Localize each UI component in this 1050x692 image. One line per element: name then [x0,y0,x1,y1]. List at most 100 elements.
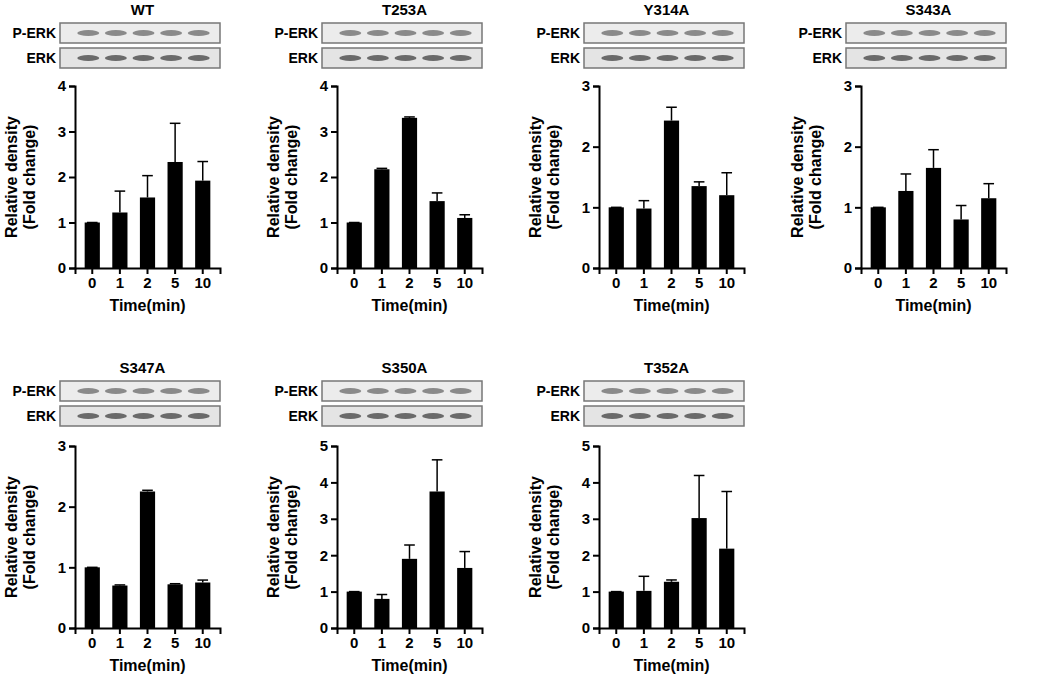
blot-label: P-ERK [274,25,318,41]
y-tick: 3 [58,123,75,140]
y-tick-mark [593,146,599,148]
x-tick-label: 2 [667,274,675,291]
error-stem [933,150,935,168]
error-bar [721,173,732,195]
error-cap [611,591,622,593]
y-axis-title: (Fold change) [807,125,824,230]
y-tick-label: 3 [58,123,66,140]
y-tick-label: 3 [844,77,852,94]
axis-line [69,87,76,269]
error-cap [197,579,208,581]
error-stem [698,475,700,518]
error-stem [988,184,990,199]
y-tick: 2 [582,547,599,564]
blot-band [891,55,913,61]
x-tick: 1 [378,628,386,651]
y-axis: 01234 [320,77,338,276]
y-axis-title: Relative density [265,116,282,238]
y-tick-mark [331,222,337,224]
error-bar [115,191,126,212]
error-stem [409,545,411,559]
y-tick-label: 4 [320,77,329,94]
x-tick-label: 5 [695,634,703,651]
x-tick: 2 [405,628,413,651]
blot-band [339,388,361,394]
y-tick-label: 4 [582,474,591,491]
blot-band [395,388,417,394]
y-tick-label: 0 [320,259,328,276]
y-tick-label: 2 [320,168,328,185]
y-axis-title: (Fold change) [545,485,562,590]
blot-band [422,55,444,61]
y-tick-mark [69,86,75,88]
x-tick-label: 5 [695,274,703,291]
error-stem [174,123,176,162]
bar [112,586,127,628]
error-bar [639,201,650,209]
blot-band [657,388,679,394]
blot-band [657,30,679,36]
bar [871,207,886,268]
error-bar [142,176,153,198]
blot-band [657,413,679,419]
blot-label: P-ERK [798,25,842,41]
y-tick-mark [331,555,337,557]
error-stem [643,576,645,591]
panel-title: WT [131,1,154,18]
blot-label: ERK [26,50,56,66]
x-axis-title: Time(min) [633,657,709,674]
error-stem [726,492,728,549]
bar [140,492,155,629]
x-tick-label: 0 [88,274,96,291]
x-axis-title: Time(min) [371,297,447,314]
x-tick: 5 [957,268,965,291]
error-bar [377,595,388,599]
x-tick-label: 2 [405,274,413,291]
y-tick-mark [331,482,337,484]
y-tick-label: 2 [582,138,590,155]
error-stem [464,552,466,568]
blot-band [629,55,651,61]
bar [609,592,624,628]
y-tick: 1 [582,199,599,216]
blot-box [322,48,482,68]
y-tick: 3 [582,510,599,527]
x-axis-title: Time(min) [895,297,971,314]
panel: T352AP-ERKERK012345012510Time(min)Relati… [527,359,745,674]
error-bar [87,567,98,568]
blot-band [974,30,996,36]
panel: T253AP-ERKERK01234012510Time(min)Relativ… [265,1,483,314]
error-cap [459,551,470,553]
blot-band [712,30,734,36]
panel-title: Y314A [644,1,690,18]
y-axis: 01234 [58,77,76,276]
blot-band [863,30,885,36]
axis-line [69,447,76,629]
error-cap [956,205,967,207]
x-tick-label: 10 [456,274,473,291]
panel: S347AP-ERKERK0123012510Time(min)Relative… [3,359,221,674]
panel-title: T253A [382,1,427,18]
plot-area [85,123,211,268]
x-tick: 1 [640,628,648,651]
bar [609,207,624,268]
x-tick: 2 [143,628,151,651]
x-tick-label: 0 [612,634,620,651]
blot-band [188,55,210,61]
y-tick: 1 [58,559,75,576]
blot-label: ERK [288,50,318,66]
blot-band [629,413,651,419]
y-tick: 2 [320,547,337,564]
error-bar [197,162,208,181]
blot-band [395,55,417,61]
blot-label: P-ERK [274,383,318,399]
blot-band [450,413,472,419]
x-tick: 0 [612,628,620,651]
y-axis-title: (Fold change) [283,125,300,230]
x-axis: 012510 [76,628,221,651]
bar [85,567,100,628]
error-cap [721,491,732,493]
blot-band [160,55,182,61]
bar [954,219,969,268]
bar [374,169,389,268]
